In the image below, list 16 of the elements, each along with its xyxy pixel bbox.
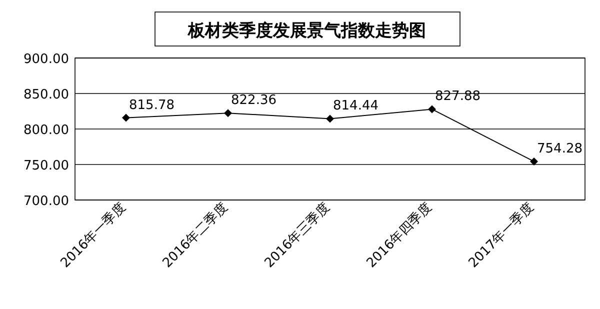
point	[428, 105, 436, 114]
y-tick-label: 700.00	[24, 194, 69, 209]
y-tick-label: 750.00	[24, 158, 69, 174]
y-tick-label: 850.00	[24, 88, 69, 102]
data-label: 754.28	[537, 141, 582, 156]
chart-title: 板材类季度发展景气指数走势图	[187, 21, 426, 41]
data-label: 822.36	[231, 93, 276, 108]
point	[122, 114, 130, 122]
data-label: 814.44	[333, 98, 378, 114]
point	[326, 114, 334, 123]
point	[224, 109, 232, 118]
point	[530, 157, 538, 166]
data-label: 815.78	[129, 98, 174, 113]
y-tick-label: 800.00	[24, 123, 69, 138]
data-label: 827.88	[435, 89, 480, 104]
y-tick-label: 900.00	[24, 52, 69, 67]
